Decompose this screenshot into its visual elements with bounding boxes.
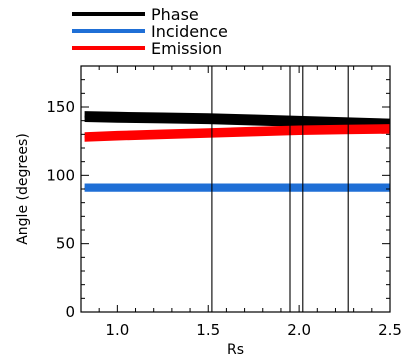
- y-tick-label: 50: [56, 235, 75, 253]
- x-tick-label: 1.5: [196, 321, 220, 339]
- x-tick-label: 1.0: [105, 321, 129, 339]
- series-layer: [84, 111, 391, 192]
- legend-label-incidence: Incidence: [151, 22, 228, 41]
- series-line-phase: [84, 115, 391, 126]
- y-tick-label: 150: [46, 98, 75, 116]
- x-tick-label: 2.5: [378, 321, 402, 339]
- legend: Phase Incidence Emission: [72, 5, 228, 58]
- x-tick-label: 2.0: [287, 321, 311, 339]
- vertical-lines: [211, 66, 349, 312]
- legend-label-phase: Phase: [151, 5, 199, 24]
- series-line-emission: [84, 127, 391, 139]
- y-tick-label: 0: [65, 303, 75, 321]
- legend-label-emission: Emission: [151, 39, 222, 58]
- y-axis-title: Angle (degrees): [15, 133, 31, 245]
- x-axis-title: Rs: [227, 342, 244, 358]
- y-tick-label: 100: [46, 166, 75, 184]
- axis-ticks: 1.0 1.5 2.0 2.5 0 50 100 150: [46, 66, 402, 339]
